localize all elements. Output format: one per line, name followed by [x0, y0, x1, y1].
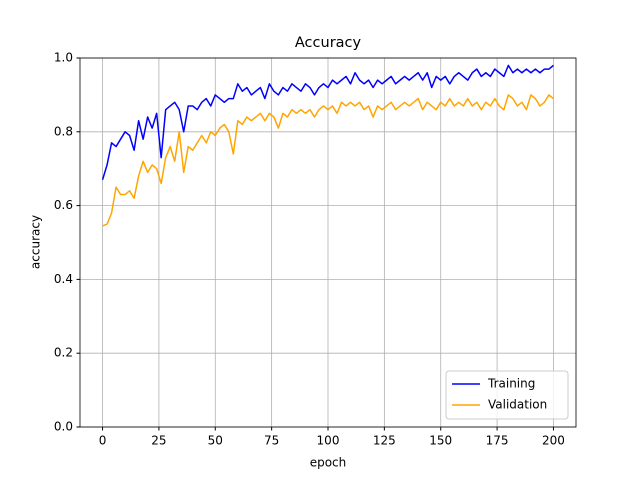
y-tick-label: 0.8: [54, 124, 73, 138]
x-tick-label: 100: [317, 434, 340, 448]
x-tick-label: 0: [99, 434, 107, 448]
x-tick-label: 25: [151, 434, 166, 448]
line-series: [101, 64, 554, 180]
y-tick-label: 0.4: [54, 272, 73, 286]
plot-frame: [79, 57, 577, 428]
legend-box: [445, 370, 569, 420]
y-tick-label: 0.2: [54, 346, 73, 360]
y-tick-label: 1.0: [54, 51, 73, 65]
x-tick-label: 150: [429, 434, 452, 448]
x-tick-label: 75: [264, 434, 279, 448]
legend-label: Validation: [488, 398, 547, 412]
y-tick-label: 0.0: [54, 420, 73, 434]
x-axis-label: epoch: [310, 456, 347, 470]
y-axis-label: accuracy: [29, 215, 43, 269]
x-tick-label: 175: [486, 434, 509, 448]
y-tick-label: 0.6: [54, 198, 73, 212]
x-tick-label: 200: [542, 434, 565, 448]
line-series: [102, 94, 554, 227]
x-tick-label: 125: [373, 434, 396, 448]
chart-title: Accuracy: [295, 35, 362, 51]
legend-label: Training: [487, 377, 535, 391]
x-tick-label: 50: [208, 434, 223, 448]
